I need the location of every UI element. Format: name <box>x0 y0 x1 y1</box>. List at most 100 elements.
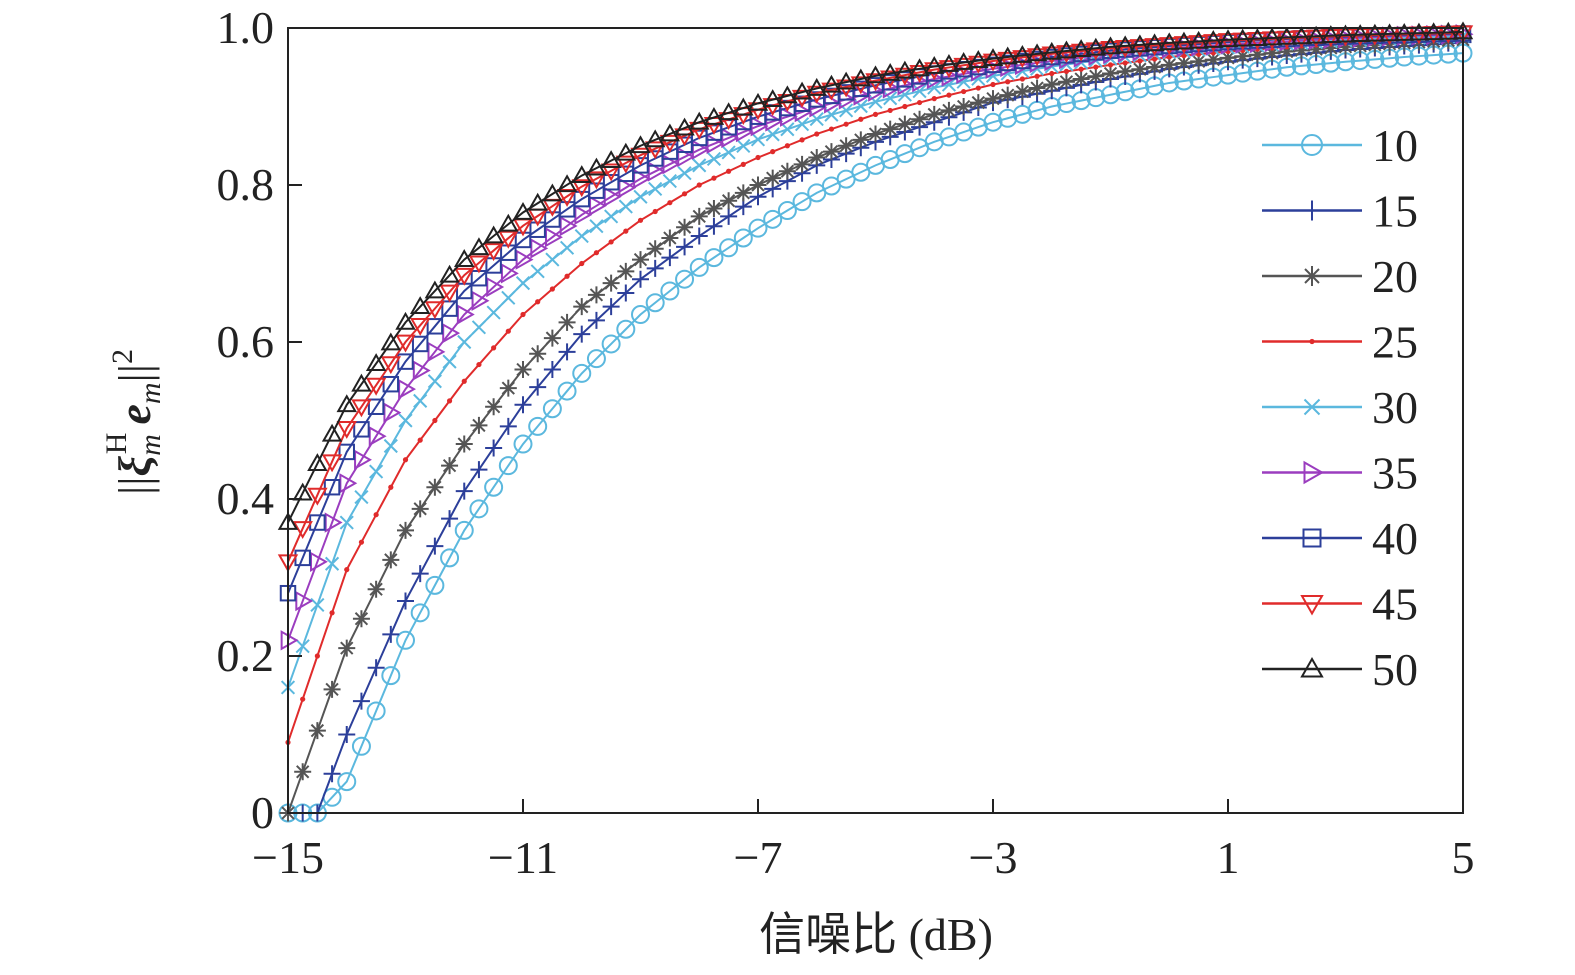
data-point <box>589 195 607 217</box>
data-point <box>471 320 487 335</box>
data-point <box>719 238 739 258</box>
data-point <box>1057 73 1075 91</box>
data-point <box>1019 76 1025 82</box>
data-point <box>468 255 490 274</box>
legend-entry: 40 <box>1262 513 1418 564</box>
data-point <box>528 416 548 436</box>
data-point <box>1005 79 1011 85</box>
data-point <box>1438 25 1459 44</box>
data-point <box>426 537 444 555</box>
data-point <box>1394 22 1415 41</box>
data-point <box>1322 39 1340 57</box>
data-point <box>456 304 475 325</box>
data-point <box>442 322 461 344</box>
y-label-xi-sup: H <box>100 433 133 455</box>
data-point <box>425 575 445 595</box>
data-point <box>499 379 517 397</box>
data-point <box>660 281 680 301</box>
data-point <box>1049 70 1055 77</box>
data-point <box>337 772 357 792</box>
data-point <box>454 249 475 267</box>
data-point <box>543 329 561 347</box>
data-point <box>321 454 343 473</box>
data-point <box>637 217 644 223</box>
data-point <box>367 659 385 677</box>
data-point <box>940 101 958 119</box>
data-point <box>457 334 472 350</box>
data-point <box>778 162 796 180</box>
data-point <box>696 182 702 188</box>
data-point <box>439 284 460 303</box>
data-point <box>750 132 766 147</box>
data-point <box>1305 29 1327 48</box>
data-point <box>295 639 310 654</box>
data-point <box>1116 62 1134 80</box>
data-point <box>545 252 560 267</box>
data-point <box>1291 26 1312 45</box>
data-point <box>432 417 438 424</box>
data-point <box>740 161 746 167</box>
legend-label: 40 <box>1372 513 1418 564</box>
data-point <box>338 443 355 461</box>
data-point <box>916 99 923 106</box>
data-point <box>1307 40 1325 58</box>
data-point <box>1114 35 1136 54</box>
data-point <box>837 137 855 155</box>
data-point <box>1131 60 1149 78</box>
data-point <box>587 311 605 329</box>
data-point <box>1166 54 1172 60</box>
data-point <box>426 478 444 496</box>
data-point <box>441 510 459 528</box>
data-point <box>617 165 635 183</box>
data-point <box>486 305 501 320</box>
data-point <box>704 248 724 268</box>
data-point <box>535 299 541 305</box>
data-point <box>690 227 708 245</box>
data-point <box>997 51 1018 70</box>
data-point <box>1379 23 1400 42</box>
data-point <box>587 286 605 304</box>
data-point <box>762 89 783 108</box>
legend-label: 35 <box>1372 448 1418 499</box>
data-point <box>1078 66 1084 72</box>
data-point <box>956 74 971 89</box>
data-point <box>602 298 620 316</box>
data-point <box>1305 25 1327 44</box>
data-point <box>557 381 577 401</box>
data-point <box>630 147 651 166</box>
data-point <box>321 423 343 442</box>
data-point <box>1129 34 1151 53</box>
data-point <box>677 166 692 181</box>
data-point <box>925 105 943 123</box>
data-point <box>909 64 930 83</box>
data-point <box>559 240 575 255</box>
data-point <box>513 434 533 454</box>
data-point <box>1026 48 1048 67</box>
data-point <box>1276 26 1297 45</box>
data-point <box>588 182 605 199</box>
data-point <box>367 398 385 415</box>
y-label-norm-close: || <box>109 364 160 382</box>
data-point <box>324 556 340 571</box>
data-point <box>765 111 784 132</box>
data-point <box>791 81 813 100</box>
data-point <box>307 487 328 506</box>
y-tick-label: 1.0 <box>217 2 275 53</box>
data-point <box>501 290 516 305</box>
data-point <box>564 273 570 279</box>
data-point <box>1144 38 1165 56</box>
legend-marker <box>1301 134 1323 156</box>
y-label-xi: ξ <box>109 456 160 477</box>
data-point <box>897 87 912 102</box>
legend-entry: 45 <box>1262 579 1418 630</box>
data-point <box>1114 40 1136 58</box>
data-point <box>674 117 695 136</box>
data-point <box>1320 25 1342 44</box>
data-point <box>530 264 545 279</box>
data-point <box>1028 79 1046 97</box>
data-point <box>1093 64 1099 70</box>
data-point <box>1247 32 1268 50</box>
data-point <box>556 189 578 207</box>
data-point <box>351 373 372 392</box>
